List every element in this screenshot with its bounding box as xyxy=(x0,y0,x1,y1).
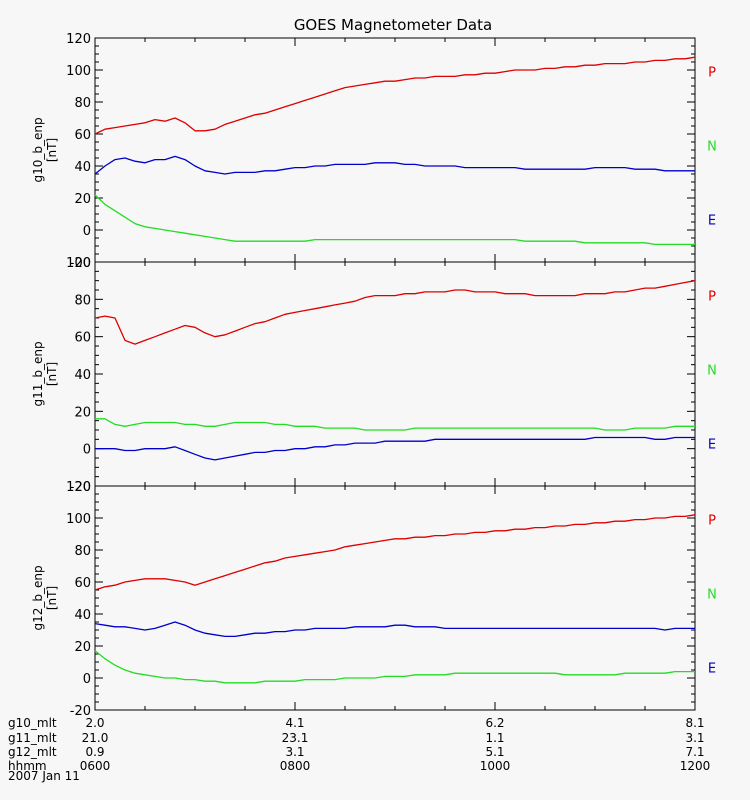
y-axis-unit-g12: [nT] xyxy=(45,586,59,610)
y-tick-label: 80 xyxy=(74,293,91,308)
series-line-g12-P xyxy=(94,514,696,591)
panel-g12: -20 0 20 40 60 80 100 120 g12_b_enp [nT] P N E xyxy=(31,480,717,719)
date-label: 2007 Jan 11 xyxy=(8,769,80,783)
x-row-value: 1.1 xyxy=(485,731,504,745)
x-row-value: 5.1 xyxy=(485,745,504,759)
y-tick-label: 100 xyxy=(66,512,91,527)
y-tick-label: 120 xyxy=(66,480,91,495)
series-line-g12-N xyxy=(94,650,695,684)
legend-label-g10-E: E xyxy=(708,213,716,228)
x-row-label-g12_mlt: g12_mlt xyxy=(8,745,57,759)
y-axis-label-g12: g12_b_enp xyxy=(31,565,45,630)
legend-label-g11-E: E xyxy=(708,437,716,452)
y-tick-label: 20 xyxy=(74,640,91,655)
legend-label-g10-P: P xyxy=(708,66,716,81)
x-row-label-g10_mlt: g10_mlt xyxy=(8,716,57,730)
y-axis-unit-g11: [nT] xyxy=(45,362,59,386)
series-line-g12-E xyxy=(94,621,695,638)
legend-label-g12-E: E xyxy=(708,661,716,676)
series-line-g10-E xyxy=(94,155,695,175)
y-tick-label: 20 xyxy=(74,192,91,207)
y-tick-label: 0 xyxy=(83,443,91,458)
x-row-value: 0600 xyxy=(80,759,111,773)
x-row-label-hhmm: hhmm xyxy=(8,759,47,773)
x-row-value: 3.1 xyxy=(685,731,704,745)
x-row-value: 3.1 xyxy=(285,745,304,759)
y-tick-label: -20 xyxy=(70,256,91,271)
y-tick-label: 100 xyxy=(66,256,91,271)
x-row-value: 8.1 xyxy=(685,716,704,730)
y-tick-label: 40 xyxy=(74,608,91,623)
y-tick-label: 120 xyxy=(66,32,91,47)
x-row-value: 21.0 xyxy=(82,731,109,745)
chart-title: GOES Magnetometer Data xyxy=(294,16,492,34)
x-row-value: 0800 xyxy=(280,759,311,773)
panel-g10: -20 0 20 40 60 80 100 120 g10_b_enp [nT] P N E xyxy=(31,32,717,271)
y-tick-label: 40 xyxy=(74,368,91,383)
x-axis-annotation-rows: g10_mlt 2.0 4.1 6.2 8.1 g11_mlt 21.0 23.1 1.1 3.1… xyxy=(8,716,710,773)
y-tick-label: -20 xyxy=(70,480,91,495)
y-tick-label: 60 xyxy=(74,331,91,346)
y-tick-label: -20 xyxy=(70,704,91,719)
y-tick-label: 100 xyxy=(66,64,91,79)
x-row-value: 0.9 xyxy=(85,745,104,759)
legend-label-g10-N: N xyxy=(707,140,717,155)
y-tick-label: 80 xyxy=(74,544,91,559)
y-tick-label: 60 xyxy=(74,576,91,591)
y-axis-label-g11: g11_b_enp xyxy=(31,341,45,406)
x-row-value: 23.1 xyxy=(282,731,309,745)
y-axis-label-g10: g10_b_enp xyxy=(31,117,45,182)
series-line-g11-E xyxy=(95,436,695,461)
legend-label-g11-N: N xyxy=(707,364,717,379)
series-line-g11-P xyxy=(94,280,696,345)
legend-label-g11-P: P xyxy=(708,290,716,305)
x-row-label-g11_mlt: g11_mlt xyxy=(8,731,57,745)
y-tick-label: 0 xyxy=(83,672,91,687)
y-axis-unit-g10: [nT] xyxy=(45,138,59,162)
series-line-g11-N xyxy=(95,418,695,431)
y-tick-label: 40 xyxy=(74,160,91,175)
x-row-value: 4.1 xyxy=(285,716,304,730)
panel-g11: -20 0 20 40 60 80 100 g11_b_enp [nT] P N E xyxy=(31,256,717,495)
x-row-value: 2.0 xyxy=(85,716,104,730)
legend-label-g12-P: P xyxy=(708,514,716,529)
legend-label-g12-N: N xyxy=(707,588,717,603)
y-tick-label: 0 xyxy=(83,224,91,239)
x-row-value: 1200 xyxy=(680,759,711,773)
y-tick-label: 60 xyxy=(74,128,91,143)
x-row-value: 6.2 xyxy=(485,716,504,730)
series-line-g10-N xyxy=(94,194,695,246)
series-line-g10-P xyxy=(94,56,696,135)
x-row-value: 1000 xyxy=(480,759,511,773)
x-row-value: 7.1 xyxy=(685,745,704,759)
y-tick-label: 80 xyxy=(74,96,91,111)
y-tick-label: 20 xyxy=(74,405,91,420)
